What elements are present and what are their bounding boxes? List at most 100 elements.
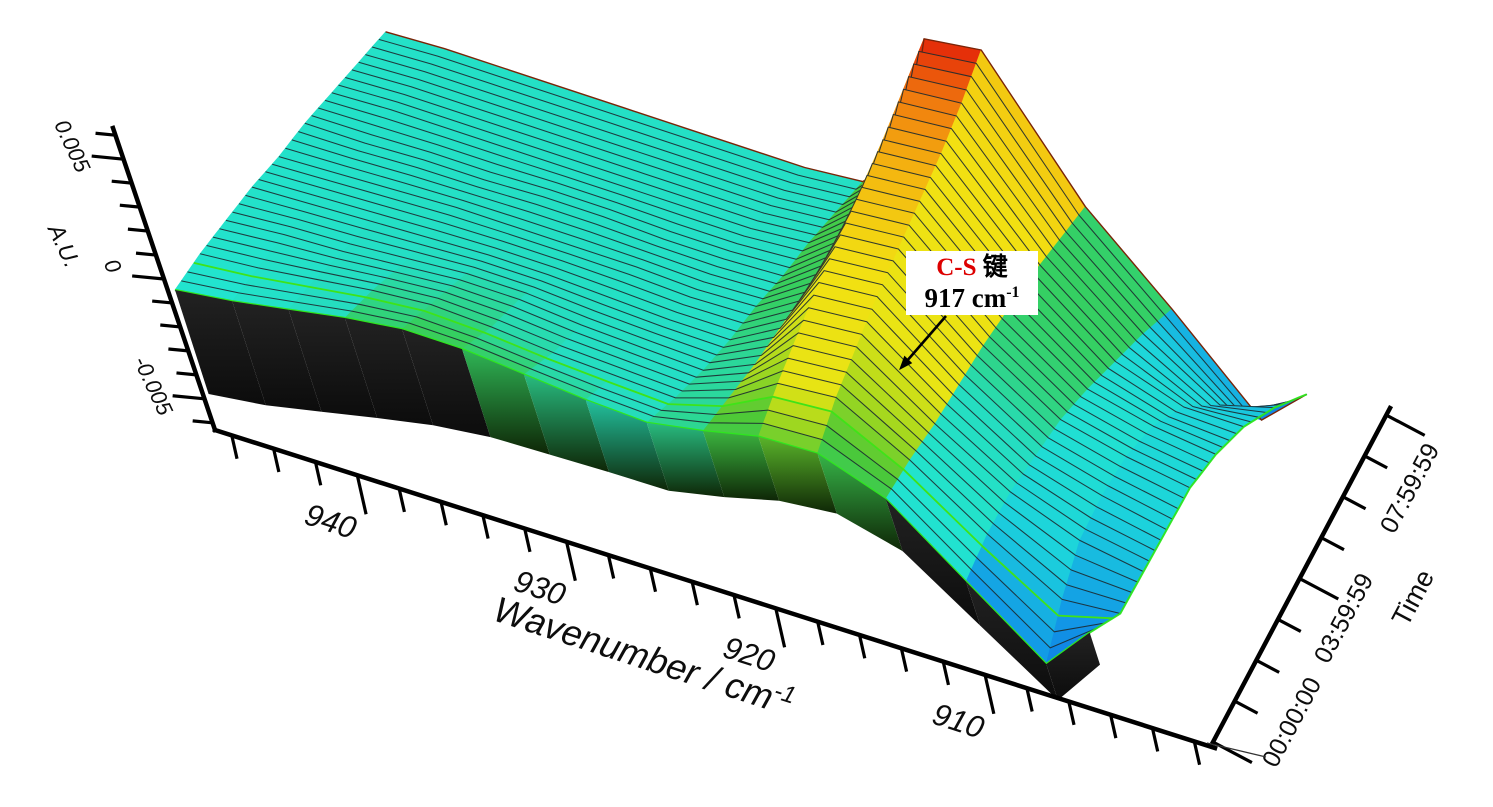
z-minor-tick [111,179,132,185]
surface [174,31,1308,666]
x-major-tick [983,674,996,715]
spectrum-trace [238,203,1156,552]
peak-annotation: C-S 键 917 cm-1 [906,251,1038,316]
annotation-bond-suffix: 键 [976,254,1008,281]
skirt-facet [885,499,981,626]
spectrum-trace [371,46,1291,414]
skirt-facet [524,374,609,473]
spectrum-trace [338,84,1252,423]
z-minor-tick [135,251,157,257]
x-minor-tick [899,647,909,672]
z-major-tick [91,154,124,161]
spectrum-trace [199,253,1121,615]
x-minor-tick [732,594,741,619]
time-axis-title: Time [1386,565,1440,631]
spectrum-trace [311,115,1224,448]
x-minor-tick [941,661,951,686]
spectrum-trace [187,271,1106,633]
z-tick-label: 0.005 [49,116,95,177]
arrow-head [899,355,913,371]
x-minor-tick [1025,687,1034,712]
spectrum-trace [245,194,1162,541]
x-tick-label: 910 [928,696,988,745]
x-minor-tick [481,514,490,539]
x-minor-tick [648,568,658,593]
skirt-facet [175,290,266,406]
spectrum-trace [304,122,1217,455]
time-minor-tick [1320,536,1345,552]
z-tick-label: -0.005 [129,352,178,420]
spectrum-trace [298,131,1210,464]
time-major-tick [1385,413,1426,437]
spectrum-trace [265,171,1179,510]
z-minor-tick [160,323,181,329]
skirt-facet [232,301,322,412]
z-tick-label: 0 [99,255,127,277]
x-minor-tick [439,501,448,526]
spectrum-trace [232,211,1150,562]
spectrum-trace [225,219,1144,573]
z-minor-tick [176,371,197,377]
arrow-shaft [905,315,947,363]
x-major-tick [774,607,787,648]
right-edge-rim [1089,393,1308,634]
skirt-facet [646,422,725,498]
skirt-facet [703,431,780,501]
x-minor-tick [230,434,239,460]
spectrum-trace [358,61,1275,409]
x-minor-tick [606,554,616,579]
time-axis [1209,404,1394,746]
x-minor-tick [272,448,281,473]
spectrum-trace [212,236,1133,593]
spectrum-trace [272,163,1185,499]
x-major-tick [355,474,368,515]
annotation-bond-label: C-S [936,254,977,281]
x-minor-tick [1192,741,1202,766]
spectrum-trace [331,92,1244,428]
z-major-tick [172,394,205,401]
annotation-wavenumber: 917 cm [924,282,1007,313]
spectrum-trace [258,178,1173,520]
time-major-tick [1298,576,1340,601]
time-minor-tick [1363,454,1388,470]
spectrum-trace [385,31,1308,421]
skirt-facet [817,453,903,552]
z-minor-tick [95,131,116,137]
z-minor-tick [119,203,140,209]
spectrum-trace [291,139,1204,472]
x-minor-tick [816,621,825,646]
x-major-tick [564,541,577,582]
x-minor-tick [313,461,323,486]
x-minor-tick [857,634,867,659]
skirt-facet [758,436,837,514]
time-minor-tick [1341,495,1367,511]
x-minor-tick [397,488,406,513]
z-minor-tick [127,227,148,233]
time-tick-label: 07:59:59 [1375,439,1445,538]
spectrum-trace [324,99,1237,435]
time-minor-tick [1233,699,1259,715]
skirt-facet [402,329,491,438]
spectrum-trace [378,38,1299,417]
annotation-wavenumber-line: 917 cm-1 [906,283,1038,315]
annotation-arrow [899,315,947,371]
z-axis-title: A.U. [42,218,85,271]
spectrum-trace [181,280,1098,649]
spectrum-trace [219,228,1138,583]
skirt-facet [1046,632,1100,701]
z-minor-tick [152,299,173,305]
annotation-wavenumber-sup: -1 [1006,283,1020,301]
x-tick-label: 940 [301,497,361,546]
time-minor-tick [1277,617,1302,633]
time-tick-label: 00:00:00 [1257,673,1327,772]
annotation-bond-line: C-S 键 [906,253,1038,283]
x-minor-tick [523,528,532,553]
skirt-facet [288,309,378,418]
spectrum-trace [351,69,1267,414]
x-axis [212,427,1218,751]
z-major-tick [132,274,165,281]
spectrum-trace [365,54,1283,410]
spectrum-trace [345,76,1260,418]
spectrum-trace [278,156,1191,489]
